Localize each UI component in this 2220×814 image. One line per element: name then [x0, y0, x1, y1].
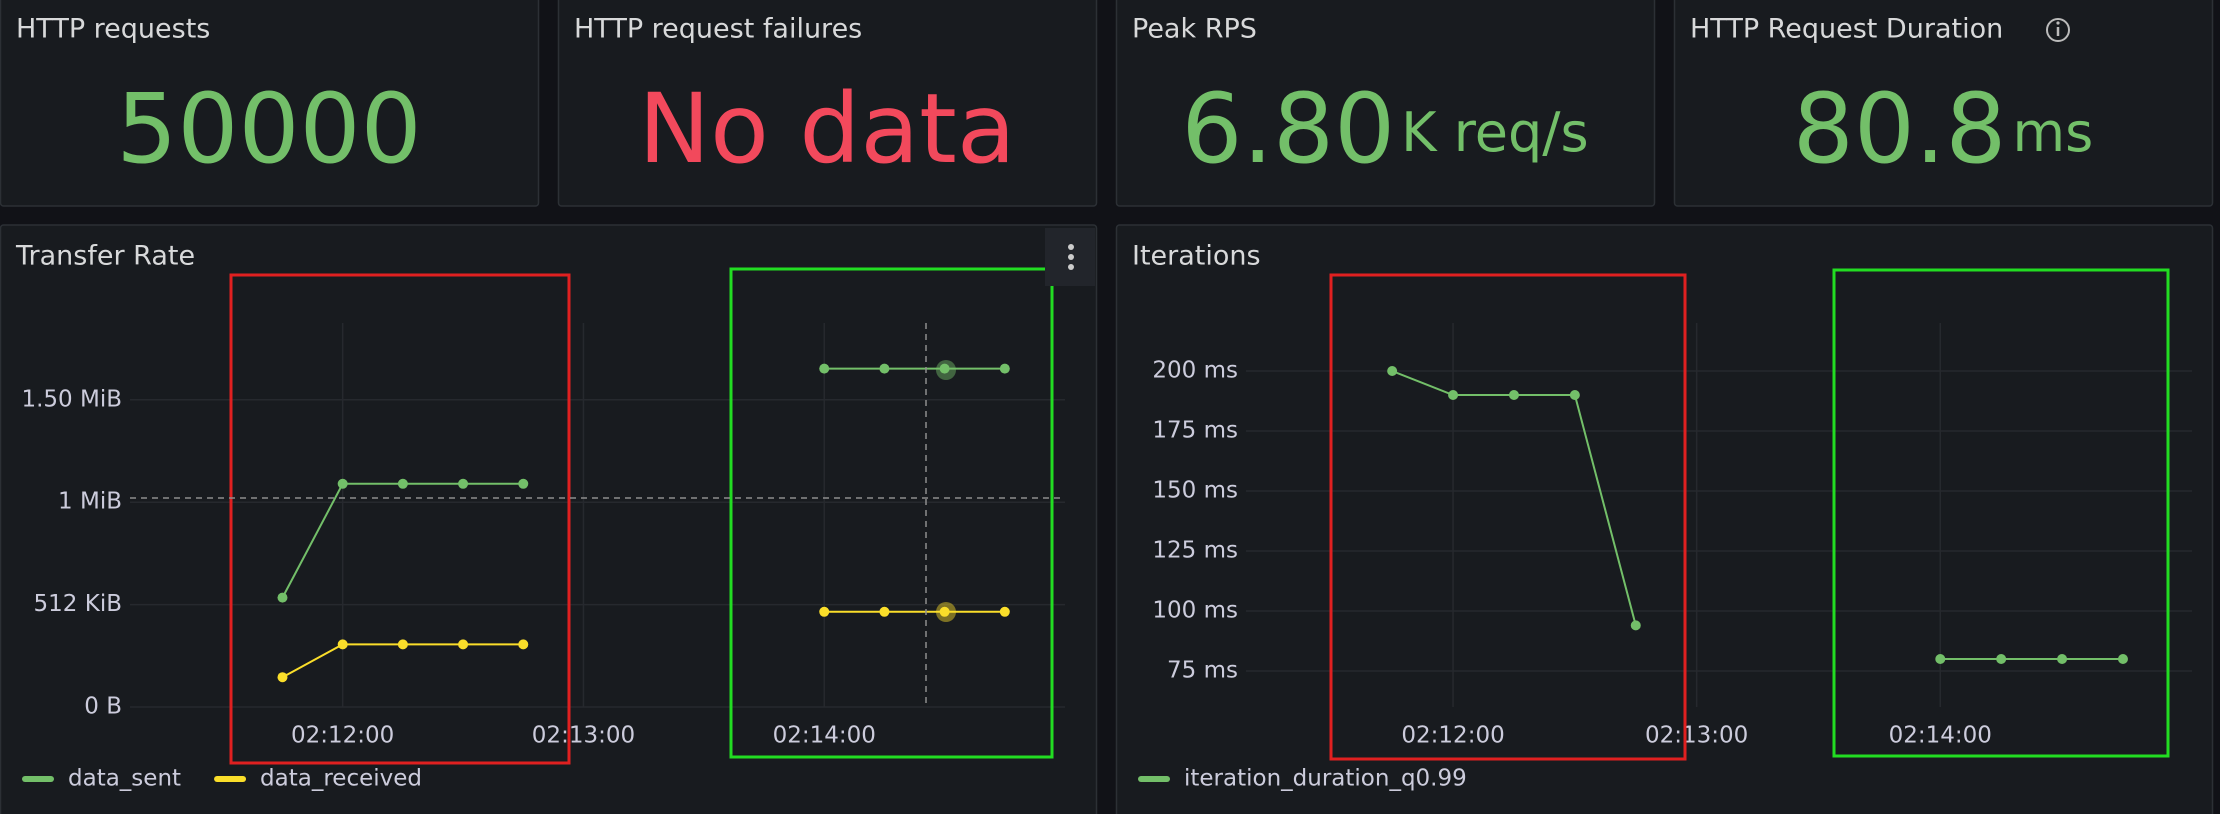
panel-title: HTTP request failures — [574, 14, 862, 45]
y-tick-label: 0 B — [84, 694, 122, 720]
data-point — [1448, 390, 1459, 400]
menu-dot — [1068, 264, 1074, 270]
data-point — [879, 363, 890, 374]
data-point — [1569, 390, 1580, 400]
stat-value: 50000 — [116, 73, 421, 185]
legend-label[interactable]: data_sent — [68, 766, 181, 792]
x-tick-label: 02:13:00 — [532, 723, 635, 749]
data-point — [397, 639, 408, 650]
panel-title: Peak RPS — [1132, 14, 1257, 45]
stat-number: 6.80 — [1181, 73, 1395, 185]
data-point — [518, 478, 529, 489]
data-point — [337, 639, 348, 650]
data-point — [2117, 654, 2128, 664]
y-tick-label: 75 ms — [1167, 658, 1238, 684]
stat-unit: K req/s — [1401, 101, 1588, 164]
panel — [557, 0, 1098, 207]
data-point — [458, 639, 469, 650]
info-icon[interactable] — [2046, 18, 2070, 42]
legend-label[interactable]: iteration_duration_q0.99 — [1184, 766, 1467, 792]
y-tick-label: 1.50 MiB — [21, 386, 122, 412]
data-point — [999, 363, 1010, 374]
annotations — [229, 267, 2170, 765]
data-point — [1935, 654, 1946, 664]
x-tick-label: 02:12:00 — [1401, 723, 1504, 749]
panel — [1115, 0, 1656, 207]
stat-value: 6.80 K req/s — [1181, 73, 1588, 185]
hover-halo — [936, 360, 956, 380]
data-point — [1508, 390, 1519, 400]
x-tick-label: 02:14:00 — [773, 723, 876, 749]
panel-title: Iterations — [1132, 241, 1261, 272]
y-tick-label: 1 MiB — [58, 489, 122, 515]
data-point — [819, 606, 830, 617]
y-tick-label: 200 ms — [1152, 358, 1238, 384]
info-icon-dot — [2056, 21, 2060, 25]
stat-number: 80.8 — [1793, 73, 2007, 185]
x-tick-label: 02:12:00 — [291, 723, 394, 749]
y-tick-label: 100 ms — [1152, 598, 1238, 624]
menu-dot — [1068, 254, 1074, 260]
data-point — [518, 639, 529, 650]
data-point — [1387, 366, 1398, 376]
stat-unit: ms — [2013, 101, 2094, 164]
data-point — [879, 606, 890, 617]
highlight-box — [1832, 268, 2170, 758]
data-point — [277, 592, 288, 603]
hover-crosshair — [130, 323, 1065, 707]
hover-halo — [936, 602, 956, 622]
data-point — [1630, 620, 1641, 631]
data-point — [819, 363, 830, 374]
y-tick-label: 125 ms — [1152, 538, 1238, 564]
data-point — [939, 363, 950, 374]
data-point — [1996, 654, 2007, 664]
data-point — [337, 478, 348, 489]
y-tick-label: 512 KiB — [34, 591, 122, 617]
x-tick-label: 02:13:00 — [1645, 723, 1748, 749]
panel-title: Transfer Rate — [15, 241, 195, 272]
menu-dot — [1068, 244, 1074, 250]
data-point — [397, 478, 408, 489]
highlight-box — [229, 273, 571, 765]
data-point — [999, 606, 1010, 617]
data-point — [277, 672, 288, 683]
legend-label[interactable]: data_received — [260, 766, 422, 792]
stat-value: 80.8 ms — [1793, 73, 2094, 185]
panel — [0, 0, 540, 207]
panel-title: HTTP Request Duration — [1690, 14, 2003, 45]
panel-title: HTTP requests — [16, 14, 210, 45]
stat-value: No data — [638, 73, 1015, 185]
highlight-box — [1329, 273, 1687, 761]
data-point — [939, 606, 950, 617]
x-tick-label: 02:14:00 — [1889, 723, 1992, 749]
panel — [1673, 0, 2214, 207]
plots: 0 B 512 KiB 1 MiB 1.50 MiB 02:12:00 02:13:00 0… — [21, 323, 2192, 792]
stat-number: 50000 — [116, 73, 421, 185]
data-point — [2057, 654, 2068, 664]
highlight-box — [729, 267, 1054, 759]
data-point — [458, 478, 469, 489]
y-tick-label: 150 ms — [1152, 478, 1238, 504]
y-tick-label: 175 ms — [1152, 418, 1238, 444]
panel-icons — [1045, 18, 2070, 286]
stat-number: No data — [638, 73, 1015, 185]
